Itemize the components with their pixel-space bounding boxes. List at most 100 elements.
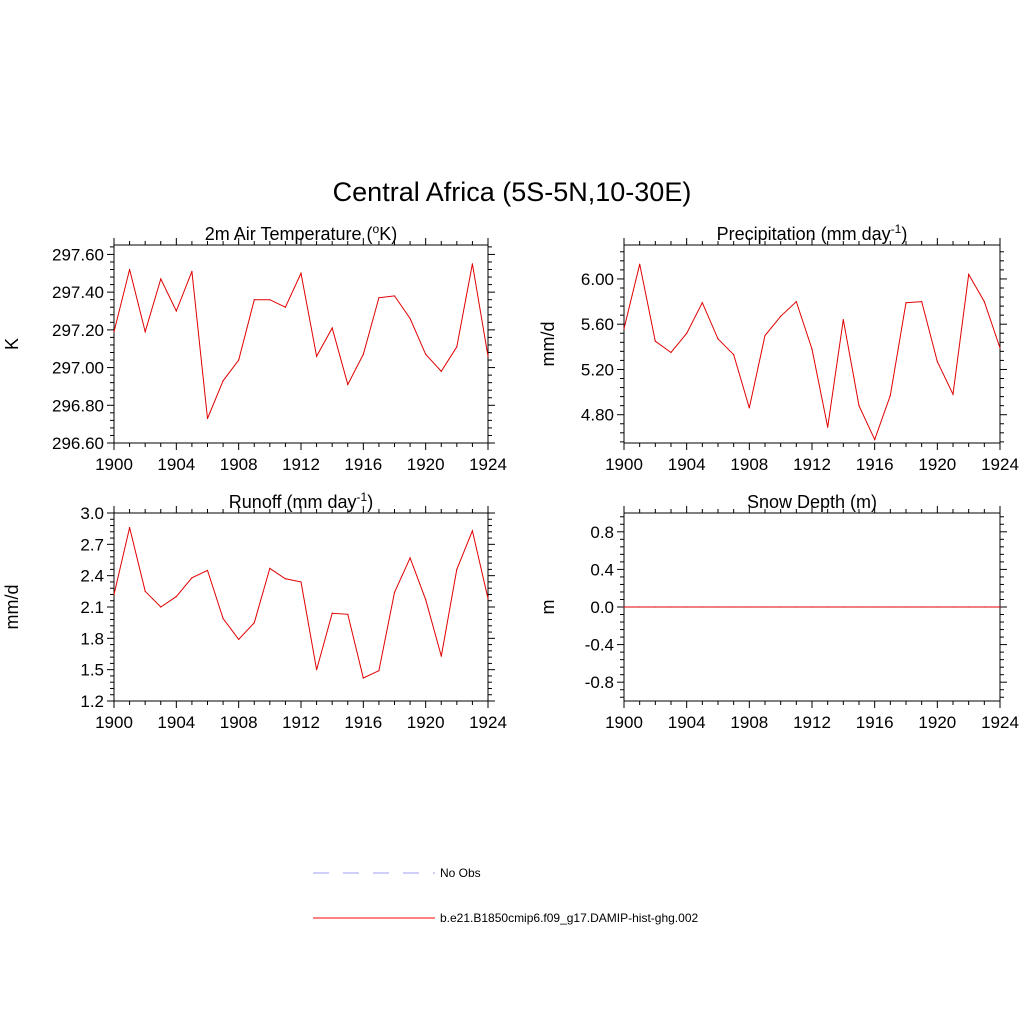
data-point <box>780 315 782 317</box>
x-tick-label: 1920 <box>407 455 445 474</box>
x-tick-label: 1908 <box>220 713 258 732</box>
y-tick-label: 0.0 <box>590 598 614 617</box>
data-point <box>748 407 750 409</box>
x-tick-label: 1924 <box>469 455 507 474</box>
data-point <box>222 380 224 382</box>
data-point <box>253 299 255 301</box>
panel-title-end: K) <box>379 224 397 244</box>
data-point <box>764 334 766 337</box>
x-tick-label: 1908 <box>730 455 768 474</box>
panel-title-text: Runoff (mm day <box>229 492 357 512</box>
legend-label: b.e21.B1850cmip6.f09_g17.DAMIP-hist-ghg.… <box>440 911 698 925</box>
data-point <box>128 527 131 529</box>
data-point <box>253 622 255 624</box>
data-point <box>701 302 703 304</box>
data-point <box>191 270 193 272</box>
data-point <box>393 295 396 297</box>
data-point <box>331 327 333 329</box>
data-point <box>968 273 970 276</box>
data-point <box>378 670 380 672</box>
data-point <box>206 569 209 572</box>
x-tick-label: 1904 <box>668 455 706 474</box>
data-point <box>874 439 876 441</box>
panel-snow-depth: Snow Depth (m) 1900 1904 1908 1912 1916 1920 19… <box>538 492 1019 732</box>
data-point <box>175 310 177 312</box>
y-tick-label: 1.5 <box>80 661 104 680</box>
y-tick-label: 297.20 <box>52 321 104 340</box>
data-point <box>160 278 162 280</box>
data-point <box>764 606 766 608</box>
data-point <box>905 302 907 304</box>
data-point <box>269 567 271 569</box>
data-point <box>409 557 411 559</box>
data-point <box>347 613 349 615</box>
figure-title: Central Africa (5S-5N,10-30E) <box>333 177 692 207</box>
data-point <box>113 331 115 333</box>
y-axis-label: mm/d <box>2 585 22 630</box>
y-tick-label: 297.40 <box>52 283 104 302</box>
y-tick-label: 296.60 <box>52 434 104 453</box>
data-point <box>347 383 349 386</box>
data-point <box>487 598 489 600</box>
data-point <box>144 590 146 592</box>
data-point <box>393 591 396 593</box>
data-point <box>842 606 844 608</box>
data-point <box>269 299 271 301</box>
data-point <box>300 272 302 274</box>
x-tick-label: 1908 <box>730 713 768 732</box>
y-tick-label: 4.80 <box>581 406 614 425</box>
data-point <box>983 300 985 303</box>
y-tick-label: 5.60 <box>581 315 614 334</box>
data-point <box>858 606 860 608</box>
data-point <box>639 263 641 265</box>
x-tick-label: 1916 <box>344 455 382 474</box>
x-tick-label: 1920 <box>918 713 956 732</box>
data-point <box>827 606 829 608</box>
data-point <box>654 340 656 342</box>
data-point <box>456 568 458 571</box>
data-point <box>686 332 688 334</box>
data-point <box>654 606 656 608</box>
data-point <box>921 300 923 303</box>
x-tick-label: 1900 <box>95 455 133 474</box>
data-point <box>670 351 672 354</box>
data-point <box>717 606 719 608</box>
data-point <box>284 578 287 580</box>
panel-title-superscript: -1 <box>357 490 368 504</box>
x-tick-label: 1904 <box>157 713 195 732</box>
data-point <box>191 577 193 579</box>
data-point <box>284 306 287 308</box>
data-point <box>471 263 474 265</box>
data-point <box>425 353 427 355</box>
data-point <box>858 405 860 407</box>
legend-item: b.e21.B1850cmip6.f09_g17.DAMIP-hist-ghg.… <box>313 911 698 925</box>
y-tick-label: 0.8 <box>590 523 614 542</box>
data-point <box>795 300 797 303</box>
data-point <box>748 606 750 608</box>
data-point <box>113 593 115 596</box>
x-tick-label: 1908 <box>220 455 258 474</box>
panel-title-end: ) <box>367 492 373 512</box>
data-point <box>889 606 891 608</box>
data-point <box>331 612 333 614</box>
data-point <box>983 606 985 608</box>
panel-title-runoff: Runoff (mm day-1) <box>229 490 373 512</box>
y-tick-label: -0.8 <box>585 673 614 692</box>
y-tick-label: -0.4 <box>585 636 614 655</box>
data-point <box>952 393 954 395</box>
data-point <box>968 606 970 608</box>
x-tick-label: 1912 <box>793 713 831 732</box>
x-tick-label: 1912 <box>793 455 831 474</box>
data-point <box>701 606 703 608</box>
data-point <box>905 606 907 608</box>
data-point <box>206 417 209 420</box>
data-point <box>425 599 427 601</box>
panel-title-end: ) <box>901 224 907 244</box>
data-point <box>144 331 146 333</box>
data-point <box>471 530 474 532</box>
x-tick-label: 1916 <box>856 713 894 732</box>
panels-group: 2m Air Temperature (oK)1900 1904 1908 1912 1… <box>2 222 1019 732</box>
y-tick-label: 6.00 <box>581 270 614 289</box>
y-tick-label: 297.60 <box>52 245 104 264</box>
